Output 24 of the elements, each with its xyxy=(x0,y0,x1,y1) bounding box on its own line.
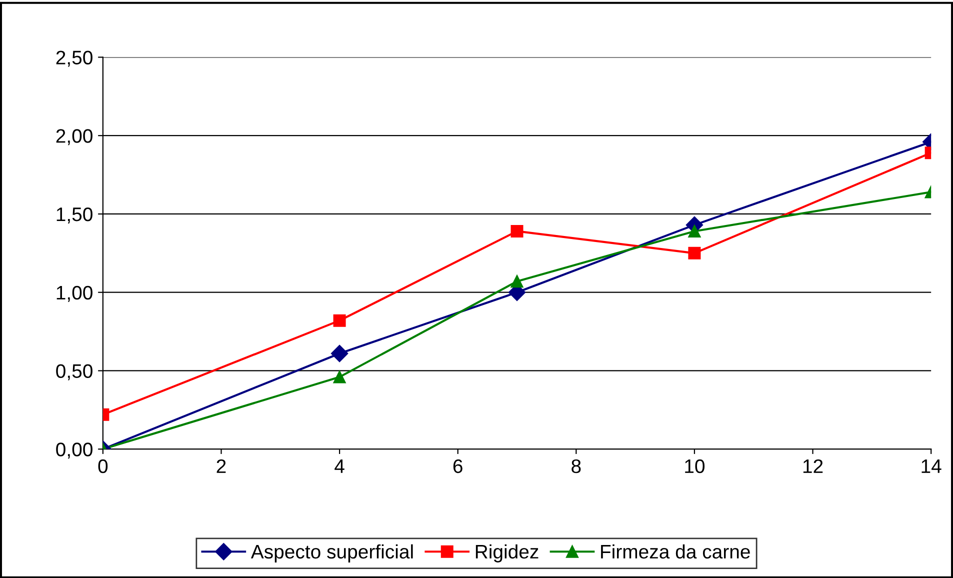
point xyxy=(688,224,701,238)
legend-label: Rigidez xyxy=(476,544,538,562)
point xyxy=(688,246,701,260)
y-tick-label: 2,50 xyxy=(56,50,92,67)
point xyxy=(333,370,346,384)
x-tick-label: 0 xyxy=(98,459,108,474)
x-tick-label: 8 xyxy=(572,459,581,474)
point xyxy=(333,314,346,327)
y-tick-label: 0,50 xyxy=(56,364,92,380)
x-tick-label: 6 xyxy=(453,459,462,474)
y-tick-label: 1,50 xyxy=(56,207,92,224)
legend-label: Firmeza da carne xyxy=(601,544,750,559)
y-tick-label: 1,00 xyxy=(56,286,92,302)
x-tick-label: 4 xyxy=(334,460,344,473)
y-tick-label: 0,00 xyxy=(56,442,92,459)
point xyxy=(510,275,524,288)
x-tick-label: 10 xyxy=(685,459,705,474)
point xyxy=(510,224,524,238)
point xyxy=(330,344,348,362)
legend-label: Aspecto superficial xyxy=(250,544,413,562)
x-tick-label: 12 xyxy=(803,459,823,473)
x-tick-label: 2 xyxy=(216,459,226,473)
y-tick-label: 2,00 xyxy=(56,129,92,146)
x-tick-label: 14 xyxy=(922,460,942,473)
